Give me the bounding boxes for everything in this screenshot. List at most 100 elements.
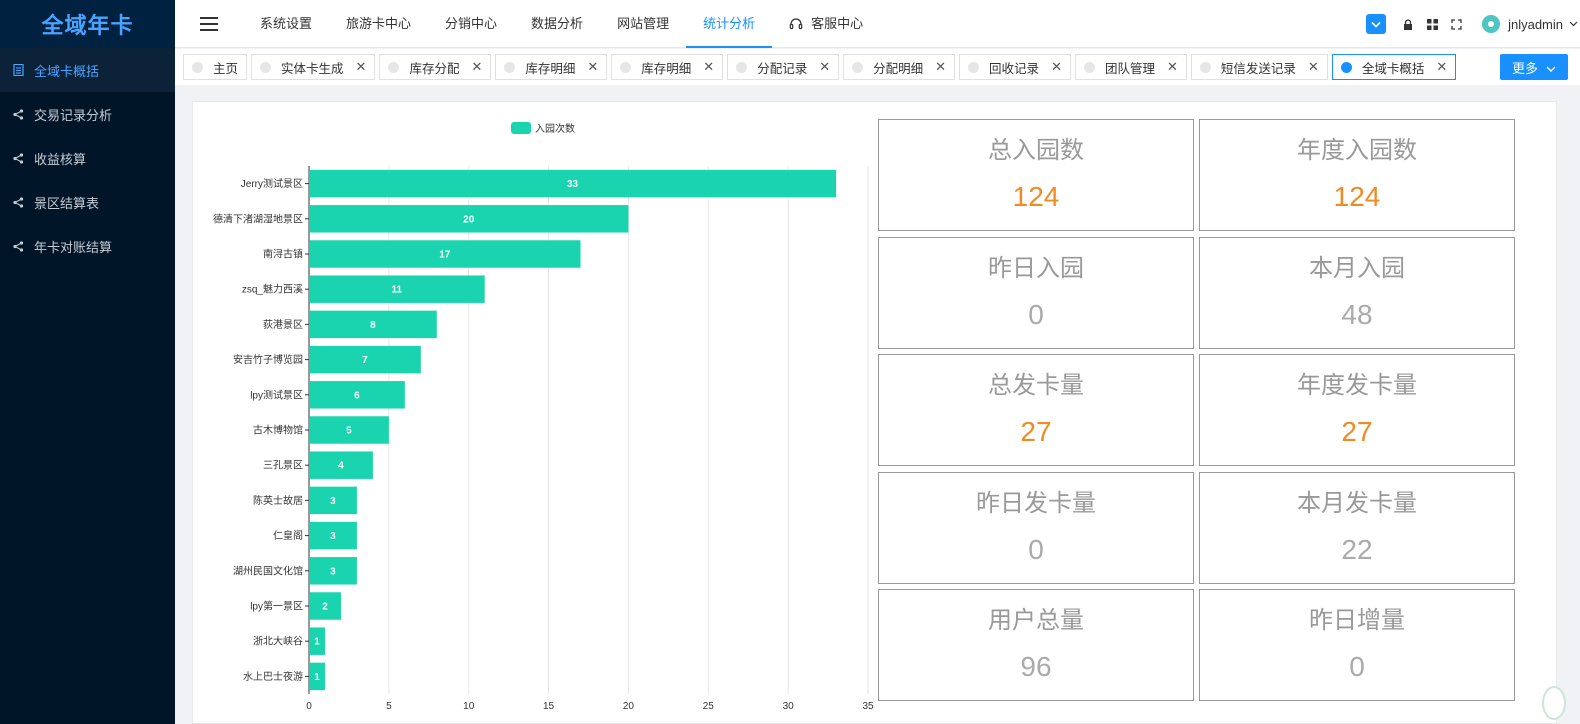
close-icon[interactable]: ✕ <box>703 59 715 74</box>
close-icon[interactable]: ✕ <box>1307 59 1319 74</box>
tab-dot-icon <box>852 61 864 73</box>
stat-label: 年度发卡量 <box>1297 372 1417 399</box>
y-tick-label: 南浔古镇 <box>263 248 303 261</box>
bar-value-label: 8 <box>370 320 376 331</box>
bar-value-label: 7 <box>362 355 368 366</box>
sidebar-item-transactions[interactable]: 交易记录分析 <box>0 92 175 136</box>
user-menu[interactable]: jnlyadmin <box>1482 15 1578 33</box>
top-header: 系统设置 旅游卡中心 分销中心 数据分析 网站管理 统计分析 客服中心 <box>175 0 1580 48</box>
bar <box>310 521 357 550</box>
stat-card: 用户总量 96 <box>878 589 1194 701</box>
tab-label: 分配记录 <box>757 61 808 76</box>
x-tick-label: 25 <box>703 701 715 712</box>
nav-label: 旅游卡中心 <box>346 15 412 31</box>
tab-label: 库存明细 <box>641 61 692 76</box>
tab-team-management[interactable]: 团队管理 ✕ <box>1074 54 1187 80</box>
lock-icon[interactable] <box>1402 18 1414 30</box>
y-tick-label: 水上巴士夜游 <box>243 670 303 683</box>
bar <box>310 627 325 655</box>
y-tick-label: lpy第一景区 <box>250 600 303 613</box>
bar <box>310 310 437 339</box>
stat-label: 昨日入园 <box>988 254 1084 282</box>
y-tick-label: 仁皇阁 <box>273 529 303 542</box>
bar <box>310 557 357 585</box>
sidebar-item-label: 交易记录分析 <box>34 107 113 123</box>
more-label: 更多 <box>1511 60 1538 76</box>
nav-website-management[interactable]: 网站管理 <box>600 0 686 48</box>
tab-sms-records[interactable]: 短信发送记录 ✕ <box>1190 54 1328 80</box>
tab-allocation-records[interactable]: 分配记录 ✕ <box>727 54 840 80</box>
tab-recycle-records[interactable]: 回收记录 ✕ <box>959 54 1071 80</box>
close-icon[interactable]: ✕ <box>355 59 367 74</box>
tab-dot-icon <box>620 61 632 73</box>
legend-swatch <box>511 122 531 134</box>
share-icon <box>12 152 24 164</box>
tab-inventory-detail-2[interactable]: 库存明细 ✕ <box>611 54 724 80</box>
bar <box>310 486 357 515</box>
nav-system-settings[interactable]: 系统设置 <box>243 0 329 48</box>
floating-assistant-icon[interactable] <box>1542 686 1566 720</box>
nav-travel-card-center[interactable]: 旅游卡中心 <box>329 0 428 48</box>
avatar <box>1482 15 1501 33</box>
stat-card: 昨日增量 0 <box>1199 589 1515 701</box>
nav-statistics[interactable]: 统计分析 <box>686 0 773 48</box>
bar <box>310 416 389 444</box>
x-tick-label: 15 <box>543 701 555 712</box>
close-icon[interactable]: ✕ <box>819 59 831 74</box>
sidebar-item-settlement[interactable]: 景区结算表 <box>0 180 175 224</box>
close-icon[interactable]: ✕ <box>1436 59 1448 74</box>
bar-value-label: 2 <box>322 602 328 613</box>
stat-value: 22 <box>1341 533 1373 565</box>
nav-customer-service[interactable]: 客服中心 <box>772 0 880 48</box>
chevron-down-icon <box>1569 21 1578 27</box>
more-tabs-button[interactable]: 更多 <box>1500 54 1568 80</box>
tab-inventory-detail[interactable]: 库存明细 ✕ <box>495 54 608 80</box>
tab-physical-card[interactable]: 实体卡生成 ✕ <box>251 54 376 80</box>
fullscreen-icon[interactable] <box>1450 18 1462 30</box>
app-logo: 全域年卡 <box>0 0 175 48</box>
page-tabs: 主页 实体卡生成 ✕ 库存分配 ✕ 库存明细 ✕ 库存明细 ✕ 分配记录 ✕ 分配明细 ✕ … <box>175 49 1580 85</box>
nav-data-analysis[interactable]: 数据分析 <box>514 0 600 48</box>
tab-allocation-detail[interactable]: 分配明细 ✕ <box>843 54 956 80</box>
menu-toggle-icon[interactable] <box>175 0 243 48</box>
stat-value: 0 <box>1028 533 1044 565</box>
x-tick-label: 30 <box>783 701 795 712</box>
sidebar-item-reconciliation[interactable]: 年卡对账结算 <box>0 224 175 268</box>
grid-icon[interactable] <box>1426 18 1438 30</box>
close-icon[interactable]: ✕ <box>1051 59 1062 74</box>
close-icon[interactable]: ✕ <box>471 59 483 74</box>
sidebar-item-revenue[interactable]: 收益核算 <box>0 136 175 180</box>
tab-inventory-allocation[interactable]: 库存分配 ✕ <box>379 54 492 80</box>
stat-value: 0 <box>1028 298 1044 330</box>
close-icon[interactable]: ✕ <box>1166 59 1178 74</box>
nav-distribution-center[interactable]: 分销中心 <box>428 0 514 48</box>
chevron-down-icon <box>1546 60 1556 75</box>
sidebar-item-label: 年卡对账结算 <box>34 239 113 255</box>
x-tick-label: 10 <box>463 701 475 712</box>
visits-bar-chart: 入园次数 0 5 10 15 20 25 30 35 Jerry测试景区 33 德清下渚湖湿地景区 20… <box>193 102 873 724</box>
tab-dot-icon <box>1083 61 1095 73</box>
bar <box>310 345 421 374</box>
stat-card: 年度发卡量 27 <box>1199 354 1515 466</box>
close-icon[interactable]: ✕ <box>587 59 599 74</box>
bar-value-label: 11 <box>392 285 403 296</box>
tab-home[interactable]: 主页 <box>183 54 248 80</box>
tab-dot-icon <box>260 61 272 73</box>
close-icon[interactable]: ✕ <box>935 59 947 74</box>
stat-value: 27 <box>1020 416 1052 447</box>
nav-label: 数据分析 <box>531 15 584 31</box>
stat-label: 年度入园数 <box>1297 137 1417 164</box>
sidebar-item-overview[interactable]: 全域卡概括 <box>0 48 175 92</box>
y-tick-label: 安吉竹子博览园 <box>233 353 303 366</box>
y-tick-label: 陈英士故居 <box>253 494 303 507</box>
stat-card: 总发卡量 27 <box>878 354 1194 466</box>
y-tick-label: lpy测试景区 <box>250 388 303 401</box>
dropdown-box-icon[interactable] <box>1366 14 1387 34</box>
bar <box>310 451 373 479</box>
stat-card: 年度入园数 124 <box>1199 119 1515 231</box>
x-tick-label: 20 <box>623 701 635 712</box>
tab-label: 库存明细 <box>525 61 576 76</box>
tab-label: 分配明细 <box>873 61 924 76</box>
stat-value: 0 <box>1349 651 1365 682</box>
tab-card-overview[interactable]: 全域卡概括 ✕ <box>1331 54 1457 80</box>
